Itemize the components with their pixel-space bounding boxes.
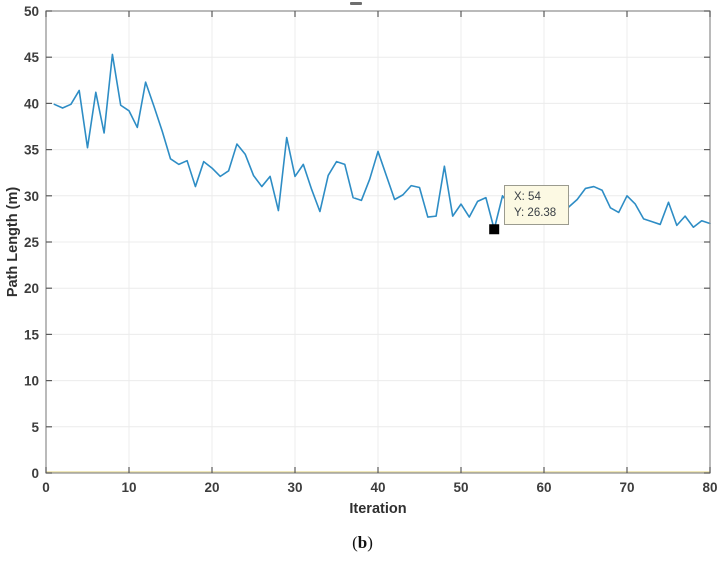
y-tick-label: 5: [31, 420, 39, 435]
y-tick-label: 50: [24, 4, 39, 19]
caption-paren-close: ): [367, 533, 373, 552]
x-tick-label: 0: [42, 480, 50, 495]
x-tick-label: 40: [370, 480, 385, 495]
datatip-y-value: Y: 26.38: [514, 207, 557, 219]
y-tick-label: 30: [24, 189, 39, 204]
y-tick-label: 40: [24, 96, 39, 111]
series-path-length[interactable]: [53, 53, 711, 231]
x-tick-label: 80: [702, 480, 717, 495]
x-axis-label: Iteration: [349, 501, 407, 517]
datatip[interactable]: X: 54 Y: 26.38: [504, 185, 569, 225]
x-tick-label: 70: [619, 480, 634, 495]
y-tick-label: 45: [24, 50, 40, 65]
y-tick-label: 25: [24, 235, 40, 250]
figure-caption: (b): [0, 533, 725, 553]
title-placeholder-mark: [350, 2, 362, 5]
x-tick-label: 10: [121, 480, 136, 495]
caption-letter: b: [357, 533, 368, 552]
x-tick-label: 60: [536, 480, 551, 495]
x-tick-label: 50: [453, 480, 468, 495]
datatip-x-value: X: 54: [514, 191, 541, 203]
x-tick-label: 30: [287, 480, 302, 495]
y-tick-label: 15: [24, 327, 40, 342]
y-tick-label: 35: [24, 143, 40, 158]
y-tick-label: 20: [24, 281, 39, 296]
y-tick-label: 10: [24, 374, 39, 389]
x-tick-label: 20: [204, 480, 219, 495]
caption-paren-open: (: [352, 533, 358, 552]
y-axis-label: Path Length (m): [5, 186, 21, 298]
y-tick-label: 0: [31, 466, 39, 481]
datatip-marker[interactable]: [489, 224, 500, 235]
